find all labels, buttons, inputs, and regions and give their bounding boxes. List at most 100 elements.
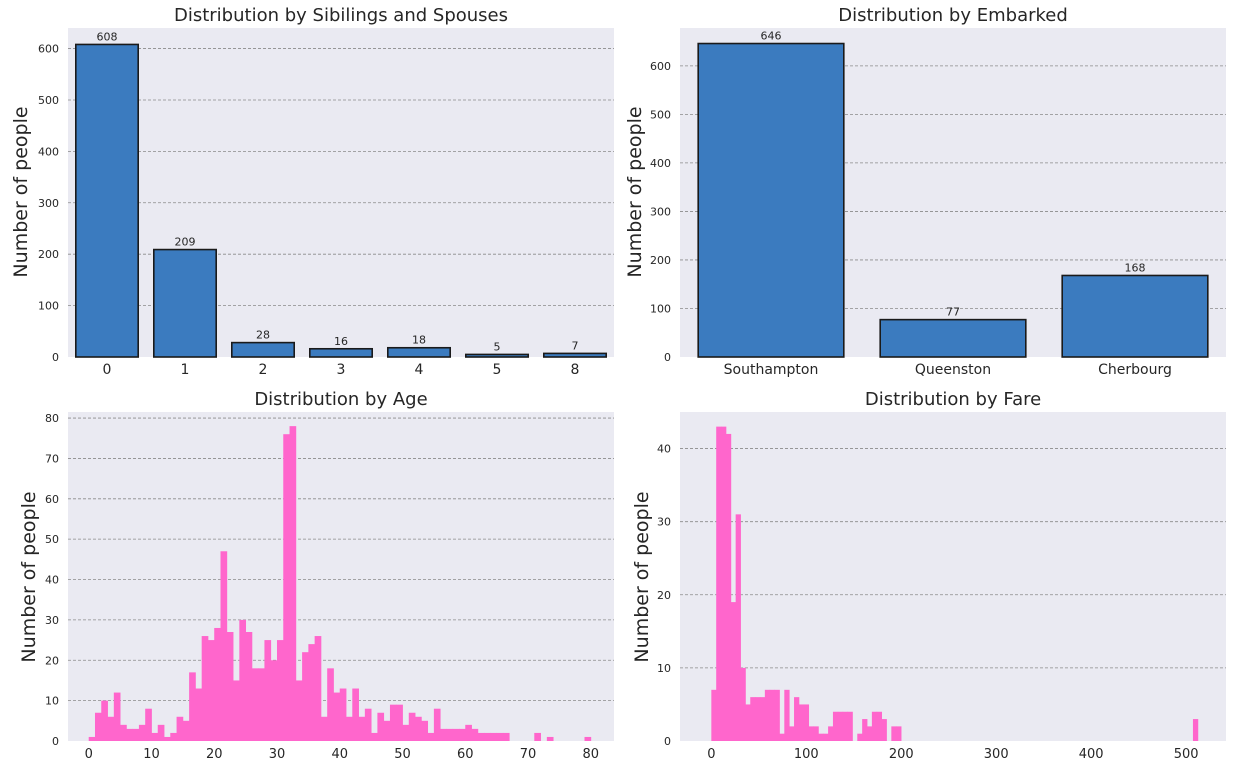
histogram-bar: [490, 732, 498, 741]
histogram-bar: [891, 726, 897, 741]
histogram-bar: [813, 726, 819, 741]
histogram-bar: [842, 711, 848, 741]
histogram-bar: [458, 728, 466, 741]
histogram-bar: [440, 728, 447, 741]
bar: [231, 341, 296, 358]
x-tick-label: 300: [984, 747, 1009, 762]
x-tick-label: 2: [259, 362, 268, 378]
chart-title-fare: Distribution by Fare: [865, 389, 1041, 410]
chart-sibsp: 0 100 200 300 400 500 600 0 1 2 3 4 5 8 608 209 28 16 18…: [10, 5, 614, 378]
histogram-bar: [832, 711, 839, 741]
y-tick-label: 60: [45, 493, 59, 506]
data-label: 608: [97, 30, 118, 43]
y-tick-label: 70: [45, 452, 59, 465]
x-tick-label: 3: [337, 362, 346, 378]
histogram-bar: [876, 711, 883, 741]
bar: [1061, 274, 1209, 358]
y-tick-label: 0: [664, 351, 671, 364]
histogram-bar: [94, 712, 102, 741]
histogram-bar: [784, 689, 790, 741]
x-tick-label: 5: [493, 362, 502, 378]
y-tick-label: 300: [38, 197, 59, 210]
histogram-bar: [402, 724, 410, 741]
histogram-bar: [1192, 719, 1199, 741]
y-tick-label: 200: [650, 254, 671, 267]
x-tick-label: 4: [415, 362, 424, 378]
histogram-bar: [750, 697, 756, 741]
histogram-bar: [774, 689, 780, 741]
histogram-bar: [220, 551, 228, 741]
x-tick-label: 70: [520, 747, 537, 762]
histogram-bar: [803, 704, 810, 741]
y-axis-label-embarked: Number of people: [624, 106, 646, 277]
y-tick-label: 10: [657, 662, 671, 675]
y-tick-label: 400: [650, 157, 671, 170]
histogram-bar: [711, 689, 717, 741]
histogram-bar: [182, 720, 190, 741]
y-axis-label-fare: Number of people: [631, 491, 653, 662]
x-tick-label: 0: [707, 747, 715, 762]
y-tick-label: 30: [45, 614, 59, 627]
histogram-bar: [364, 708, 372, 741]
y-tick-label: 600: [38, 43, 59, 56]
histogram-bar: [170, 732, 177, 741]
histogram-bar: [383, 720, 391, 741]
y-tick-label: 100: [650, 302, 671, 315]
histogram-bar: [126, 728, 134, 741]
histogram-bar: [270, 660, 278, 741]
histogram-bar: [207, 640, 215, 741]
histogram-bar: [289, 426, 297, 741]
histogram-bar: [789, 726, 795, 741]
histogram-bar: [239, 619, 247, 741]
y-tick-label: 300: [650, 205, 671, 218]
histogram-bar: [176, 716, 184, 741]
histogram-bar: [358, 716, 366, 741]
histogram-bar: [120, 724, 127, 741]
x-tick-label: 0: [85, 747, 93, 762]
histogram-bar: [862, 719, 868, 741]
data-label: 18: [412, 334, 426, 347]
x-tick-label: 30: [269, 747, 286, 762]
y-axis-label-sibsp: Number of people: [10, 106, 32, 277]
histogram-bar: [201, 636, 209, 741]
histogram-bar: [295, 680, 303, 741]
data-label: 7: [572, 339, 579, 352]
bar: [386, 346, 451, 358]
histogram-bar: [871, 711, 878, 741]
histogram-bar: [847, 711, 853, 741]
histogram-bar: [339, 688, 347, 741]
histogram-bar: [471, 728, 479, 741]
y-axis-label-age: Number of people: [18, 491, 40, 662]
histogram-bar: [226, 632, 234, 741]
x-tick-label: 200: [889, 747, 914, 762]
chart-title-age: Distribution by Age: [254, 389, 427, 410]
histogram-bar: [327, 668, 334, 741]
x-tick-label: 400: [1079, 747, 1104, 762]
histogram-bar: [88, 736, 96, 741]
histogram-bar: [214, 627, 221, 741]
histogram-bar: [302, 652, 309, 741]
histogram-bar: [881, 719, 887, 741]
histogram-bar: [755, 697, 761, 741]
bar: [879, 318, 1027, 358]
plot-area-sibsp: [68, 28, 614, 357]
chart-age: 0 10 20 30 40 50 60 70 80 0 10 20 30 40 50 60 70 80 Dist…: [18, 389, 614, 762]
histogram-bar: [427, 732, 435, 741]
y-tick-label: 0: [52, 351, 59, 364]
y-tick-label: 0: [52, 735, 59, 748]
histogram-bar: [828, 726, 834, 741]
bar: [697, 42, 845, 358]
histogram-bar: [730, 602, 737, 741]
x-tick-label: 80: [583, 747, 600, 762]
y-tick-label: 0: [664, 735, 671, 748]
histogram-bar: [716, 426, 722, 741]
y-tick-label: 40: [45, 574, 59, 587]
histogram-bar: [408, 712, 416, 741]
histogram-bar: [721, 426, 727, 741]
histogram-bar: [534, 732, 541, 741]
x-tick-label: 10: [143, 747, 160, 762]
data-label: 5: [494, 340, 501, 353]
x-tick-label: 500: [1174, 747, 1199, 762]
histogram-bar: [759, 697, 766, 741]
